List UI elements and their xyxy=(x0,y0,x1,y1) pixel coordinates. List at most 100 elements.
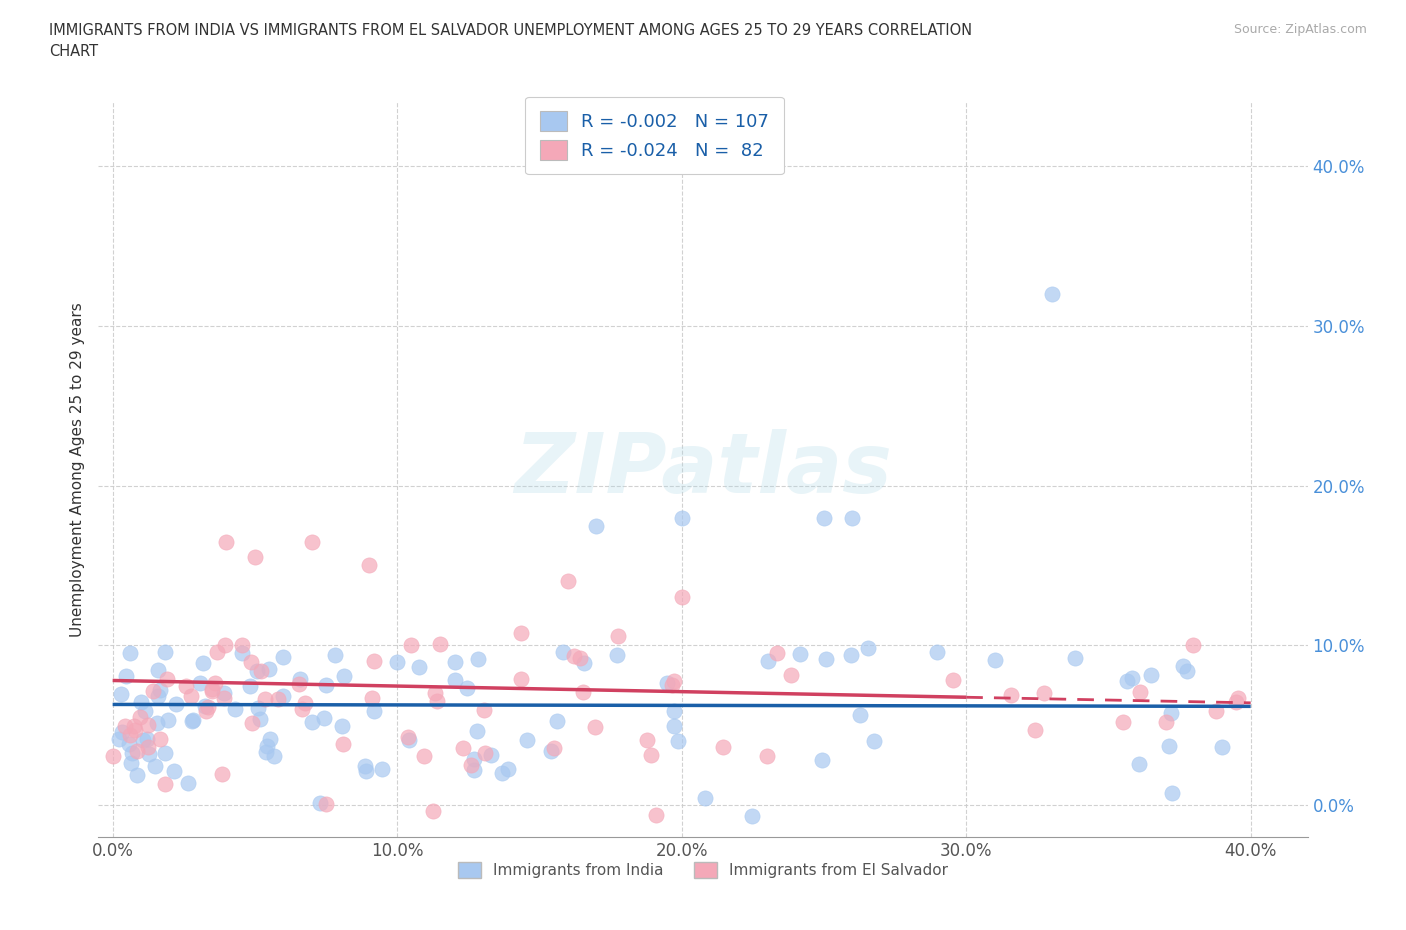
Point xyxy=(153,746,176,761)
Point xyxy=(156,671,179,686)
Point xyxy=(1129,685,1152,700)
Point xyxy=(354,758,377,773)
Point xyxy=(259,732,281,747)
Point xyxy=(657,676,679,691)
Point xyxy=(301,714,323,729)
Point xyxy=(472,702,495,717)
Point xyxy=(398,732,420,747)
Point xyxy=(207,644,229,659)
Point xyxy=(1032,686,1054,701)
Point xyxy=(245,663,267,678)
Point xyxy=(111,724,134,739)
Point xyxy=(425,694,447,709)
Y-axis label: Unemployment Among Ages 25 to 29 years: Unemployment Among Ages 25 to 29 years xyxy=(69,302,84,637)
Point xyxy=(135,731,157,746)
Point xyxy=(1128,757,1150,772)
Point xyxy=(357,558,380,573)
Point xyxy=(413,748,436,763)
Point xyxy=(149,683,172,698)
Point xyxy=(149,731,172,746)
Point xyxy=(114,719,136,734)
Point xyxy=(1000,687,1022,702)
Point xyxy=(301,534,323,549)
Point xyxy=(498,762,520,777)
Point xyxy=(201,684,224,698)
Point xyxy=(640,747,662,762)
Point xyxy=(543,741,565,756)
Point xyxy=(863,734,886,749)
Point xyxy=(562,648,585,663)
Point xyxy=(1140,668,1163,683)
Point xyxy=(363,654,385,669)
Point xyxy=(323,648,346,663)
Point xyxy=(294,696,316,711)
Point xyxy=(129,710,152,724)
Point xyxy=(201,682,224,697)
Text: IMMIGRANTS FROM INDIA VS IMMIGRANTS FROM EL SALVADOR UNEMPLOYMENT AMONG AGES 25 : IMMIGRANTS FROM INDIA VS IMMIGRANTS FROM… xyxy=(49,23,973,38)
Point xyxy=(585,518,607,533)
Point xyxy=(157,712,180,727)
Point xyxy=(263,749,285,764)
Point xyxy=(121,746,143,761)
Point xyxy=(138,747,160,762)
Point xyxy=(163,764,186,778)
Point xyxy=(120,755,142,770)
Point xyxy=(143,759,166,774)
Point xyxy=(127,744,149,759)
Point xyxy=(741,809,763,824)
Point xyxy=(463,763,485,777)
Point xyxy=(451,740,474,755)
Legend: Immigrants from India, Immigrants from El Salvador: Immigrants from India, Immigrants from E… xyxy=(451,856,955,884)
Point xyxy=(115,669,138,684)
Point xyxy=(312,711,335,725)
Point xyxy=(197,699,219,714)
Point xyxy=(249,712,271,727)
Point xyxy=(491,765,513,780)
Point xyxy=(1211,739,1233,754)
Point xyxy=(174,678,197,693)
Point xyxy=(1160,705,1182,720)
Point xyxy=(606,647,628,662)
Point xyxy=(813,511,835,525)
Point xyxy=(290,672,312,687)
Point xyxy=(330,718,353,733)
Point xyxy=(1154,714,1177,729)
Point xyxy=(607,628,630,643)
Point xyxy=(540,744,562,759)
Point xyxy=(645,807,668,822)
Point xyxy=(122,719,145,734)
Point xyxy=(212,690,235,705)
Point xyxy=(1024,723,1046,737)
Point xyxy=(246,700,269,715)
Point xyxy=(363,704,385,719)
Point xyxy=(231,638,253,653)
Point xyxy=(925,644,948,659)
Point xyxy=(191,656,214,671)
Point xyxy=(385,654,408,669)
Point xyxy=(214,637,236,652)
Point xyxy=(546,713,568,728)
Point xyxy=(841,511,863,525)
Point xyxy=(671,590,693,604)
Point xyxy=(153,644,176,659)
Point xyxy=(422,804,444,819)
Point xyxy=(481,747,503,762)
Point xyxy=(132,732,155,747)
Point xyxy=(177,776,200,790)
Point xyxy=(211,766,233,781)
Point xyxy=(810,752,832,767)
Point xyxy=(1115,674,1137,689)
Point xyxy=(180,688,202,703)
Point xyxy=(332,737,354,751)
Point xyxy=(193,698,215,713)
Point xyxy=(267,691,290,706)
Point xyxy=(758,654,780,669)
Point xyxy=(315,797,337,812)
Point xyxy=(572,656,595,671)
Point xyxy=(661,678,683,693)
Point xyxy=(1175,663,1198,678)
Point xyxy=(194,703,217,718)
Point xyxy=(408,660,430,675)
Point xyxy=(188,675,211,690)
Point xyxy=(239,655,262,670)
